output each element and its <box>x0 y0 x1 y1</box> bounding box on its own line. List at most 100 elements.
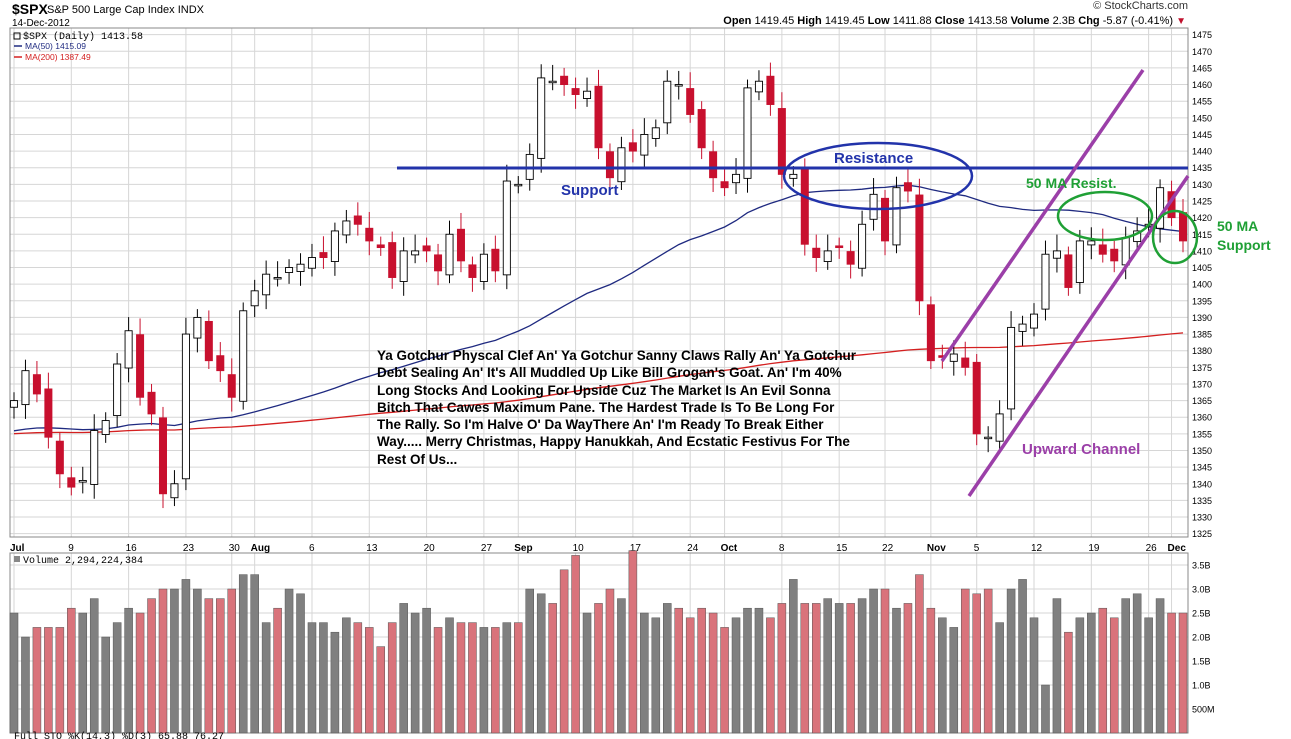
ma50-path <box>13 184 1184 432</box>
candle-body <box>995 413 1004 442</box>
candle-body <box>204 320 213 362</box>
resistance-label: Resistance <box>834 150 914 167</box>
candle-body <box>663 80 672 124</box>
open-label: Open <box>723 15 752 27</box>
price-tick-label: 1375 <box>1192 363 1212 373</box>
date-tick-label: 8 <box>779 543 785 554</box>
candle-body <box>1030 313 1039 329</box>
candle-body <box>273 277 282 280</box>
price-tick-label: 1420 <box>1192 213 1212 223</box>
candle-body <box>823 250 832 262</box>
volume-bar <box>1041 684 1050 734</box>
volume-bar <box>651 617 661 734</box>
volume-bar <box>834 603 844 734</box>
symbol-name: S&P 500 Large Cap Index INDX <box>47 4 204 16</box>
candle-body <box>67 477 76 488</box>
close-label: Close <box>934 15 965 27</box>
candle-body <box>1052 250 1061 259</box>
volume-bar <box>216 598 225 734</box>
price-tick-label: 1410 <box>1192 246 1212 256</box>
volume-bar <box>135 612 145 734</box>
price-tick-label: 1400 <box>1192 280 1212 290</box>
volume-tick-label: 500M <box>1192 705 1215 715</box>
volume-bar <box>903 603 913 734</box>
volume-bar <box>972 593 981 734</box>
candle-body <box>9 400 19 408</box>
price-tick-label: 1350 <box>1192 446 1212 456</box>
candle-body <box>445 233 454 276</box>
candle-body <box>514 183 523 187</box>
symbol: $SPX <box>12 1 48 17</box>
price-tick-label: 1475 <box>1192 30 1212 40</box>
volume-bar <box>250 574 259 734</box>
volume-bar <box>21 636 30 734</box>
candle-body <box>846 251 855 265</box>
candle-body <box>147 391 156 415</box>
volume-bar <box>365 627 374 734</box>
candle-body <box>594 85 603 149</box>
candle-body <box>628 142 637 152</box>
price-tick-label: 1325 <box>1192 529 1212 539</box>
date-tick-label: Sep <box>514 543 532 554</box>
candle-body <box>881 197 890 242</box>
candle-body <box>21 370 30 406</box>
index-name: S&P 500 Large Cap Index <box>47 4 175 16</box>
ma200-legend-label: MA(200) 1387.49 <box>25 52 91 62</box>
channel-label: Upward Channel <box>1022 441 1141 458</box>
volume-bar <box>811 603 821 734</box>
ma-support-ellipse <box>1151 209 1199 265</box>
volume-bar <box>766 617 775 734</box>
price-panel-frame <box>9 27 1189 538</box>
resistance-ellipse <box>782 141 974 211</box>
volume-bars <box>9 550 1188 734</box>
volume-bar <box>422 607 431 734</box>
candle-body <box>984 436 993 440</box>
ma200-line <box>13 332 1184 435</box>
price-tick-label: 1455 <box>1192 97 1212 107</box>
price-tick-label: 1450 <box>1192 113 1212 123</box>
volume-bar <box>1052 598 1062 734</box>
price-tick-label: 1445 <box>1192 130 1212 140</box>
candle-body <box>1110 248 1119 262</box>
candle-body <box>605 151 614 179</box>
volume-bar <box>124 607 133 734</box>
candle-body <box>124 330 133 369</box>
volume-bar <box>938 617 947 734</box>
volume-label: Volume <box>1010 15 1050 27</box>
volume-bar <box>605 588 615 734</box>
volume-tick-label: 2.0B <box>1192 633 1211 643</box>
volume-bar <box>880 588 890 734</box>
candle-body <box>1178 212 1188 242</box>
volume-bar <box>594 603 603 734</box>
volume-bar <box>1098 607 1108 734</box>
price-tick-label: 1335 <box>1192 496 1212 506</box>
volume-bar <box>846 603 855 734</box>
price-tick-label: 1330 <box>1192 513 1212 523</box>
candle-body <box>296 263 305 272</box>
volume-bar <box>1018 579 1027 734</box>
volume-bar <box>869 588 878 734</box>
volume-bar <box>1006 588 1016 734</box>
volume-bar <box>204 598 214 734</box>
candle-body <box>686 88 695 115</box>
volume-bar <box>181 579 191 734</box>
volume-bar <box>44 627 53 734</box>
price-tick-label: 1365 <box>1192 396 1212 406</box>
volume-bar <box>1178 612 1188 734</box>
volume-bar <box>983 588 993 734</box>
volume-tick-label: 2.5B <box>1192 609 1211 619</box>
volume-bar <box>731 617 741 734</box>
volume-bar <box>101 636 110 734</box>
volume-bar <box>548 603 557 734</box>
chart-date: 14-Dec-2012 <box>12 18 70 29</box>
candle-body <box>376 244 385 249</box>
price-tick-label: 1340 <box>1192 479 1212 489</box>
volume-bar <box>284 588 294 734</box>
candle-body <box>319 252 328 258</box>
ma50-legend-label: MA(50) 1415.09 <box>25 41 86 51</box>
date-tick-label: 10 <box>573 543 585 554</box>
volume-bar <box>628 550 638 734</box>
date-tick-label: 5 <box>974 543 980 554</box>
volume-bar <box>926 607 936 734</box>
price-tick-label: 1425 <box>1192 196 1212 206</box>
